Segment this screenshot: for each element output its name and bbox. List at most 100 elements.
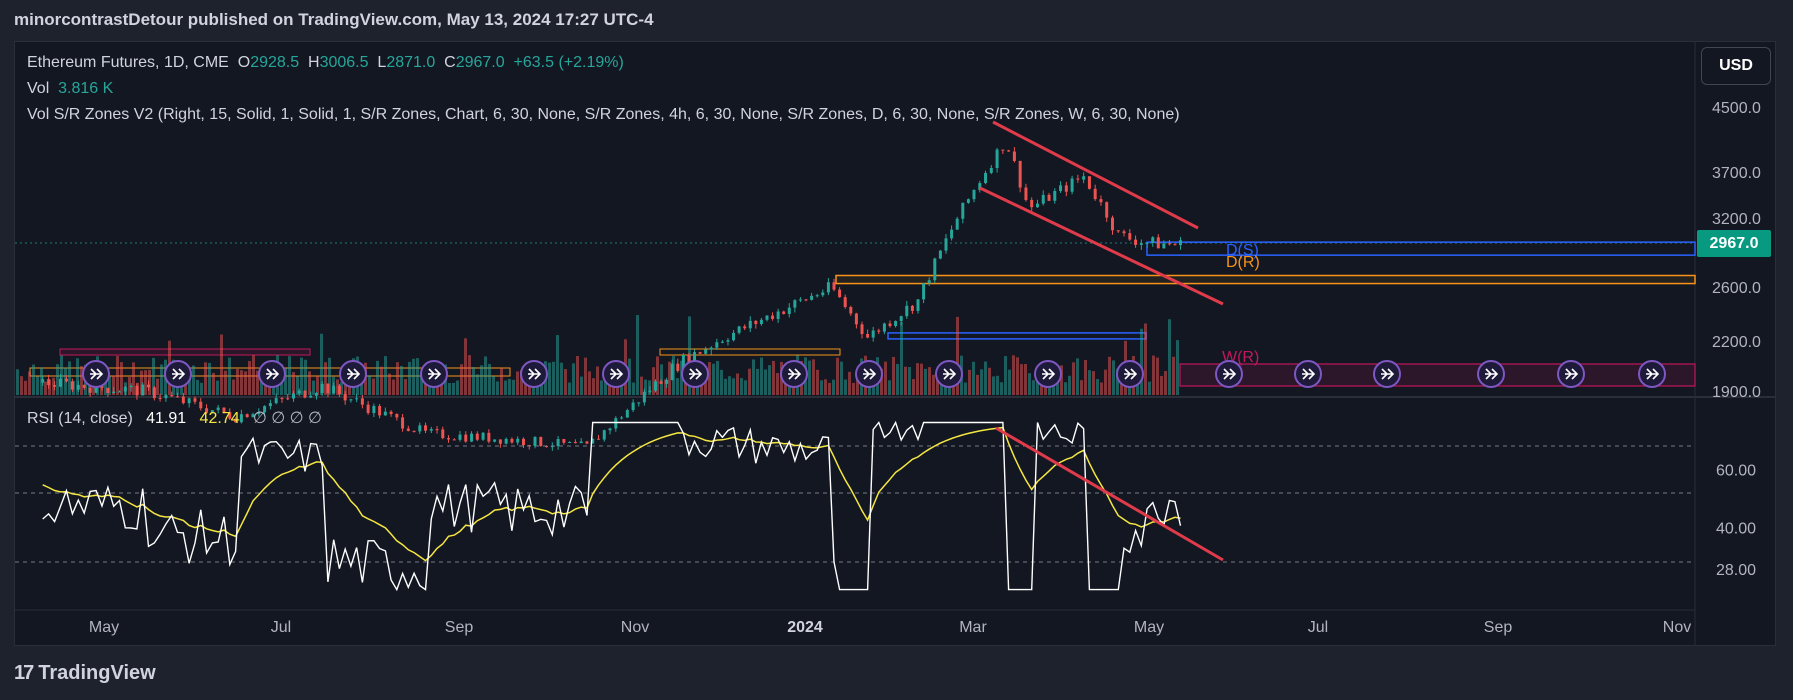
- volume-bar: [232, 379, 235, 395]
- volume-bar: [564, 369, 567, 395]
- volume-bar: [552, 361, 555, 395]
- replay-icon: [520, 360, 548, 388]
- replay-icon: [339, 360, 367, 388]
- candle-body: [787, 307, 791, 314]
- volume-bar: [1036, 373, 1039, 395]
- candle-body: [429, 429, 433, 431]
- replay-icon: [1294, 360, 1322, 388]
- candle-body: [821, 292, 825, 296]
- volume-bar: [776, 373, 779, 395]
- replay-arrow: [266, 368, 280, 380]
- volume-bar: [1004, 356, 1007, 395]
- currency-button[interactable]: USD: [1701, 47, 1771, 85]
- volume-bar: [756, 368, 759, 395]
- volume-bar: [196, 379, 199, 395]
- volume-bar: [1016, 357, 1019, 395]
- volume-bar: [312, 380, 315, 395]
- volume-bar: [188, 379, 191, 395]
- candle-body: [118, 391, 122, 393]
- candle-body: [64, 378, 68, 382]
- candle-body: [88, 387, 92, 393]
- volume-bar: [472, 367, 475, 395]
- candle-body: [804, 299, 808, 301]
- indicator-legend[interactable]: Vol S/R Zones V2 (Right, 15, Solid, 1, S…: [27, 106, 1180, 124]
- candle-body: [326, 383, 330, 394]
- candle-body: [899, 316, 903, 322]
- volume-bar: [1116, 368, 1119, 395]
- volume-bar: [1072, 362, 1075, 395]
- volume-bar: [900, 321, 903, 395]
- volume-bar: [732, 378, 735, 395]
- rsi-ma-line: [42, 426, 1181, 562]
- volume-bar: [1108, 356, 1111, 395]
- volume-bar: [636, 315, 639, 395]
- replay-arrow: [943, 368, 957, 380]
- volume-bar: [512, 379, 515, 395]
- volume-bar: [584, 357, 587, 395]
- chart-frame[interactable]: [14, 41, 1776, 646]
- volume-bar: [988, 367, 991, 395]
- volume-bar: [108, 376, 111, 395]
- volume-bar: [736, 373, 739, 395]
- volume-bar: [976, 374, 979, 395]
- replay-arrow: [428, 368, 442, 380]
- rsi-trendline: [995, 426, 1224, 562]
- volume-bar: [888, 380, 891, 395]
- volume-bar: [156, 378, 159, 395]
- volume-bar: [16, 369, 19, 395]
- rsi-axis-tick: 28.00: [1716, 562, 1756, 579]
- volume-bar: [272, 381, 275, 395]
- daily-resistance-zone: [835, 274, 1696, 285]
- replay-icon: [164, 360, 192, 388]
- candle-body: [596, 438, 600, 440]
- volume-bar: [652, 367, 655, 395]
- replay-arrow: [90, 368, 104, 380]
- price-axis-tick: 3700.0: [1712, 165, 1761, 182]
- volume-label: Vol: [27, 80, 50, 97]
- footer-brand[interactable]: 17 TradingView: [14, 662, 156, 685]
- volume-bar: [120, 362, 123, 395]
- volume-bar: [712, 363, 715, 395]
- candle-body: [303, 390, 307, 398]
- candle-body: [676, 363, 680, 371]
- candle-body: [681, 355, 685, 371]
- candle-body: [76, 384, 80, 390]
- volume-bar: [680, 360, 683, 395]
- volume-bar: [1028, 373, 1031, 395]
- volume-bar: [708, 361, 711, 395]
- volume-bar: [204, 362, 207, 395]
- volume-bar: [400, 365, 403, 395]
- candle-body: [866, 333, 870, 338]
- rsi-legend[interactable]: RSI (14, close) 41.91 42.74 ∅ ∅ ∅ ∅: [27, 408, 322, 428]
- volume-bar: [500, 368, 503, 395]
- candle-body: [239, 414, 243, 423]
- volume-bar: [460, 364, 463, 395]
- volume-bar: [892, 356, 895, 395]
- volume-bar: [1176, 340, 1179, 395]
- candle-body: [228, 412, 232, 419]
- volume-bar: [504, 380, 507, 395]
- replay-arrow: [610, 368, 624, 380]
- candle-body: [602, 430, 606, 440]
- candle-body: [882, 323, 886, 332]
- candle-body: [961, 202, 965, 219]
- candle-body: [989, 167, 993, 173]
- volume-bar: [808, 360, 811, 395]
- candle-body: [737, 326, 741, 333]
- candle-body: [693, 352, 697, 365]
- volume-bar: [812, 359, 815, 395]
- replay-arrow: [528, 368, 542, 380]
- candle-body: [854, 313, 858, 325]
- candle-body: [978, 183, 982, 190]
- candle-body: [748, 320, 752, 329]
- low-label: L: [377, 54, 387, 71]
- volume-bar: [1140, 328, 1143, 395]
- candle-body: [314, 393, 318, 396]
- volume-bar: [492, 376, 495, 395]
- candle-body: [481, 432, 485, 440]
- volume-bar: [372, 378, 375, 395]
- symbol-title[interactable]: Ethereum Futures, 1D, CME: [27, 54, 229, 71]
- volume-bar: [56, 364, 59, 395]
- replay-icon: [420, 360, 448, 388]
